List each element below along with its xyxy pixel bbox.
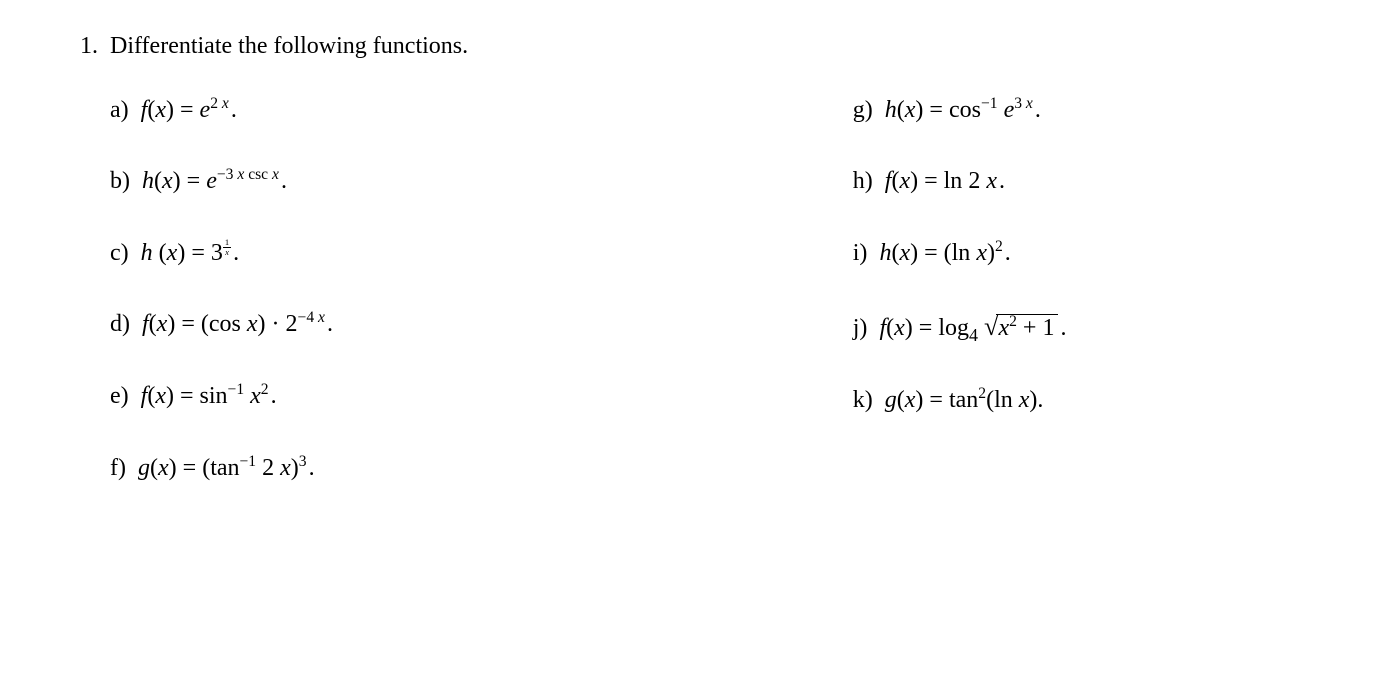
problem-heading: 1. Differentiate the following functions…: [80, 30, 1308, 64]
item-f: f) g(x) = (tan−1 2 x)3.: [110, 452, 853, 486]
item-i: i) h(x) = (ln x)2.: [853, 237, 1308, 271]
item-d: d) f(x) = (cos x) · 2−4 x.: [110, 308, 853, 342]
problem-number: 1.: [80, 30, 110, 64]
item-j: j) f(x) = log4 √x2 + 1.: [853, 308, 1308, 346]
item-h: h) f(x) = ln 2 x.: [853, 165, 1308, 199]
item-k: k) g(x) = tan2(ln x).: [853, 384, 1308, 418]
item-a: a) f(x) = e2 x.: [110, 94, 853, 128]
item-e: e) f(x) = sin−1 x2.: [110, 380, 853, 414]
item-g: g) h(x) = cos−1 e3 x.: [853, 94, 1308, 128]
item-c: c) h (x) = 31x.: [110, 237, 853, 271]
item-b: b) h(x) = e−3 x csc x.: [110, 165, 853, 199]
problem-text: Differentiate the following functions.: [110, 30, 1308, 64]
